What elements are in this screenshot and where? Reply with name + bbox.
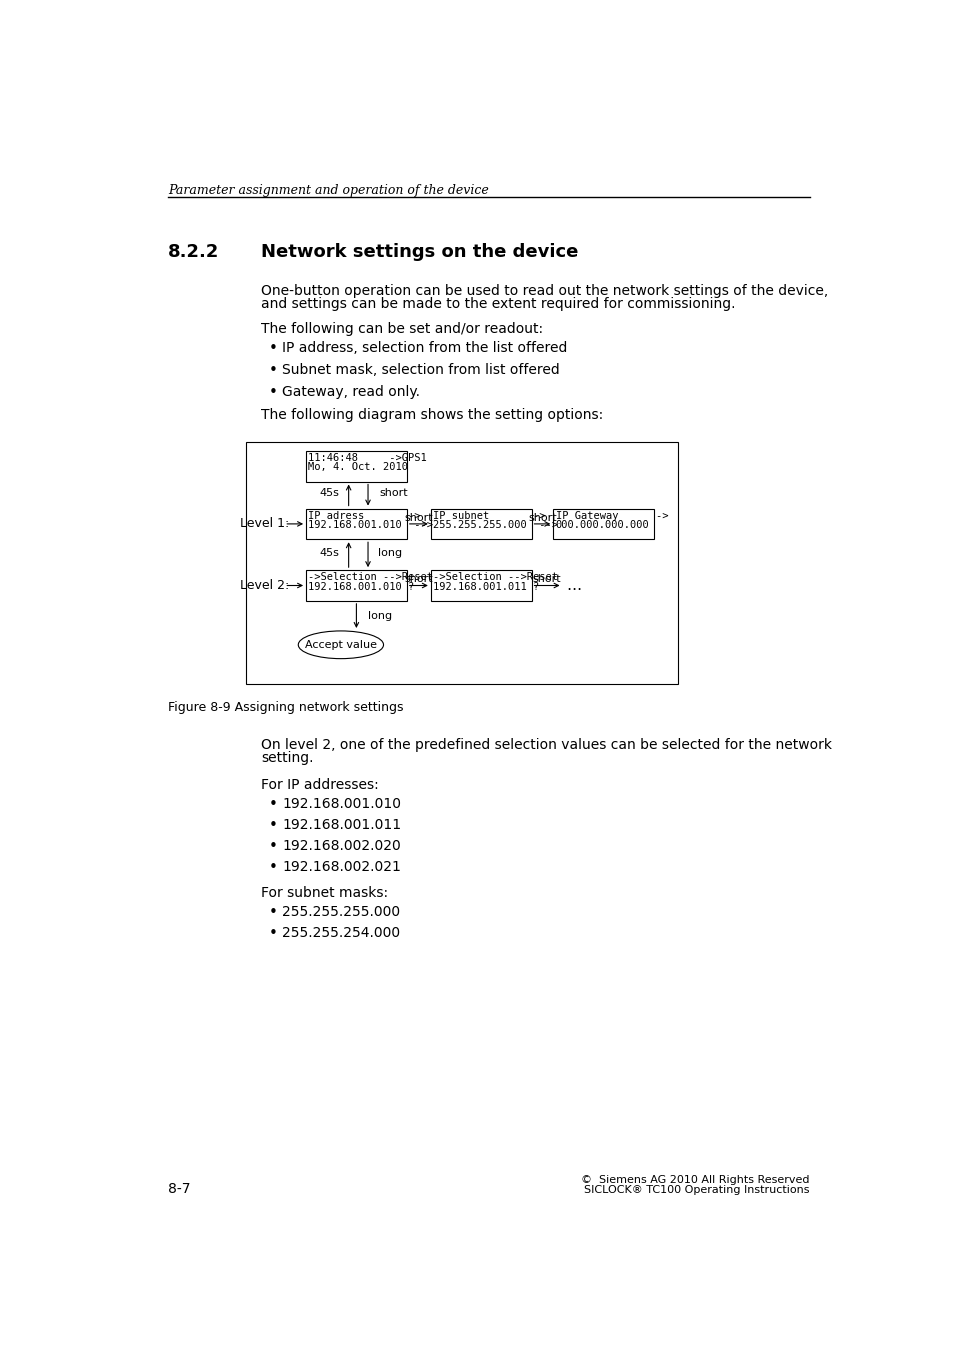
Text: •: • <box>269 798 277 813</box>
Text: Gateway, read only.: Gateway, read only. <box>282 385 419 398</box>
Text: short: short <box>404 574 433 585</box>
Text: Figure 8-9 Assigning network settings: Figure 8-9 Assigning network settings <box>168 701 403 714</box>
Text: ->Selection -->Reset: ->Selection -->Reset <box>433 572 558 582</box>
Text: IP adress       ->: IP adress -> <box>308 510 420 521</box>
Text: 192.168.001.011 ?: 192.168.001.011 ? <box>433 582 538 591</box>
Bar <box>553 509 654 539</box>
Text: Level 2:: Level 2: <box>240 579 289 593</box>
Text: Parameter assignment and operation of the device: Parameter assignment and operation of th… <box>168 184 488 197</box>
Text: •: • <box>269 860 277 875</box>
Text: 45s: 45s <box>319 489 339 498</box>
Text: Level 1:: Level 1: <box>240 517 289 531</box>
Text: 192.168.002.021: 192.168.002.021 <box>282 860 400 873</box>
Text: •: • <box>269 385 277 400</box>
Bar <box>431 509 531 539</box>
Text: 192.168.001.010 ?: 192.168.001.010 ? <box>308 582 415 591</box>
Text: 192.168.001.011: 192.168.001.011 <box>282 818 400 832</box>
Text: IP subnet       ->: IP subnet -> <box>433 510 545 521</box>
Text: •: • <box>269 363 277 378</box>
Text: Subnet mask, selection from list offered: Subnet mask, selection from list offered <box>282 363 559 377</box>
Text: •: • <box>269 904 277 921</box>
Text: SICLOCK® TC100 Operating Instructions: SICLOCK® TC100 Operating Instructions <box>583 1184 809 1195</box>
Text: ©  Siemens AG 2010 All Rights Reserved: © Siemens AG 2010 All Rights Reserved <box>580 1174 809 1184</box>
Bar <box>306 570 406 601</box>
Text: Accept value: Accept value <box>305 640 376 649</box>
Text: …: … <box>566 578 581 593</box>
Text: 8-7: 8-7 <box>168 1183 191 1196</box>
Text: 000.000.000.000: 000.000.000.000 <box>555 520 649 531</box>
Text: 45s: 45s <box>319 548 339 558</box>
Text: short: short <box>532 574 560 585</box>
Text: The following can be set and/or readout:: The following can be set and/or readout: <box>261 323 542 336</box>
Text: long: long <box>377 548 402 558</box>
Text: IP address, selection from the list offered: IP address, selection from the list offe… <box>282 342 567 355</box>
Text: 192.168.002.020: 192.168.002.020 <box>282 838 400 853</box>
Text: Network settings on the device: Network settings on the device <box>261 243 578 261</box>
Text: For IP addresses:: For IP addresses: <box>261 778 378 792</box>
Text: Mo, 4. Oct. 2010: Mo, 4. Oct. 2010 <box>308 462 408 472</box>
Text: ->Selection -->Reset: ->Selection -->Reset <box>308 572 433 582</box>
Text: and settings can be made to the extent required for commissioning.: and settings can be made to the extent r… <box>261 297 735 310</box>
Text: 192.168.001.010: 192.168.001.010 <box>282 798 400 811</box>
Text: 255.255.255.000: 255.255.255.000 <box>282 904 399 919</box>
Text: 8.2.2: 8.2.2 <box>168 243 219 261</box>
Text: setting.: setting. <box>261 751 314 765</box>
Text: For subnet masks:: For subnet masks: <box>261 886 388 900</box>
Bar <box>431 570 531 601</box>
Text: long: long <box>368 612 392 621</box>
Text: 192.168.001.010  -->: 192.168.001.010 --> <box>308 520 433 531</box>
Text: short: short <box>404 513 433 522</box>
Bar <box>306 451 406 482</box>
Text: •: • <box>269 818 277 833</box>
Text: short: short <box>379 489 408 498</box>
Text: •: • <box>269 342 277 356</box>
Text: IP Gateway      ->: IP Gateway -> <box>555 510 667 521</box>
Text: On level 2, one of the predefined selection values can be selected for the netwo: On level 2, one of the predefined select… <box>261 738 831 752</box>
Text: 255.255.254.000: 255.255.254.000 <box>282 926 399 940</box>
Bar <box>306 509 406 539</box>
Text: 255.255.255.000  -->: 255.255.255.000 --> <box>433 520 558 531</box>
Ellipse shape <box>298 630 383 659</box>
Text: 11:46:48     ->GPS1: 11:46:48 ->GPS1 <box>308 454 427 463</box>
Text: •: • <box>269 838 277 853</box>
Text: The following diagram shows the setting options:: The following diagram shows the setting … <box>261 409 602 423</box>
Text: •: • <box>269 926 277 941</box>
Text: One-button operation can be used to read out the network settings of the device,: One-button operation can be used to read… <box>261 284 827 297</box>
Text: short: short <box>528 513 557 522</box>
Bar <box>245 441 678 684</box>
